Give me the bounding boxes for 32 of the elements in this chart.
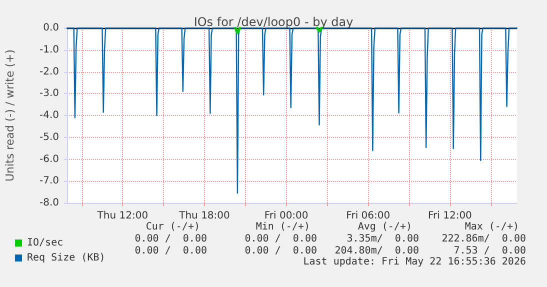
legend-label: IO/sec <box>27 238 64 248</box>
text: Last update: Fri May 22 16:55:36 2026 <box>303 256 526 268</box>
x-tick-label: Thu 12:00 <box>96 210 148 222</box>
text: 3.35m/ 0.00 <box>346 234 419 244</box>
y-tick-label: -7.0 <box>39 176 59 187</box>
x-tick-label: Fri 00:00 <box>264 210 308 222</box>
x-tick-label: Fri 12:00 <box>428 210 472 222</box>
y-tick-label: -3.0 <box>39 88 59 100</box>
text: 204.80m/ 0.00 <box>334 246 419 256</box>
x-tick-label: Fri 06:00 <box>346 210 390 222</box>
y-tick-label: -4.0 <box>39 110 59 121</box>
chart-title: IOs for /dev/loop0 - by day <box>194 15 354 29</box>
text: 0.00 / 0.00 <box>244 246 317 256</box>
legend-label: Req Size (KB) <box>27 252 106 264</box>
y-axis-title: Units read (-) / write (+) <box>4 49 16 182</box>
text: Max (-/+) <box>464 222 519 232</box>
x-tick-label: Thu 18:00 <box>178 210 230 222</box>
line-series <box>66 27 518 194</box>
y-tick-label: 0.0 <box>43 22 59 34</box>
text: Min (-/+) <box>256 222 310 232</box>
text: Avg (-/+) <box>358 222 412 232</box>
text: 222.86m/ 0.00 <box>442 234 526 244</box>
text: 0.00 / 0.00 <box>134 246 207 256</box>
y-tick-label: -8.0 <box>39 198 59 208</box>
text: 7.53 / 0.00 <box>454 246 526 256</box>
text: 0.00 / 0.00 <box>244 234 317 244</box>
y-tick-label: -1.0 <box>39 44 59 56</box>
y-tick-label: -5.0 <box>39 132 59 143</box>
text: Cur (-/+) <box>146 222 200 232</box>
text: 0.00 / 0.00 <box>134 234 207 244</box>
y-tick-label: -6.0 <box>39 154 59 165</box>
y-tick-label: -2.0 <box>39 66 59 78</box>
